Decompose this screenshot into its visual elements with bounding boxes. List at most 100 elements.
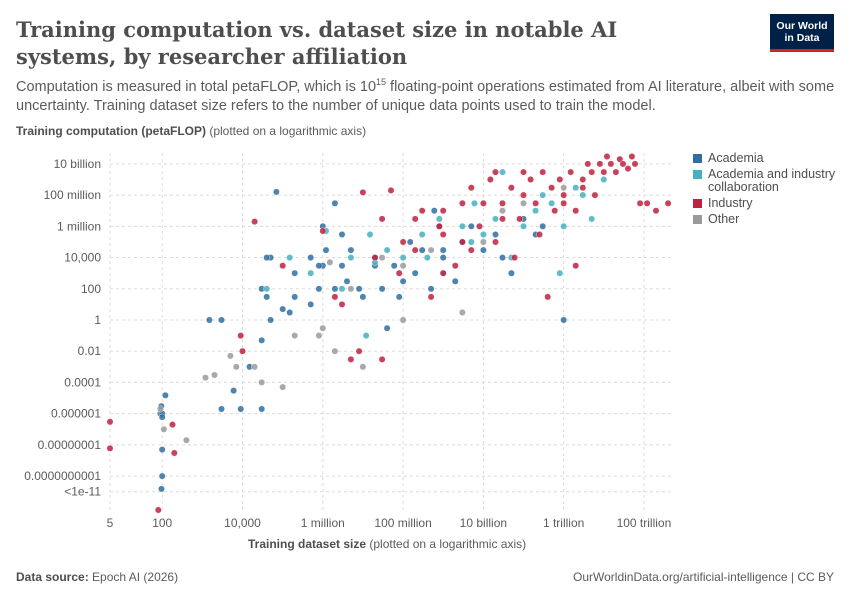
data-point[interactable] <box>359 188 367 196</box>
data-point[interactable] <box>435 222 443 230</box>
data-point[interactable] <box>211 371 218 379</box>
data-point[interactable] <box>343 277 351 285</box>
data-point[interactable] <box>218 405 225 413</box>
data-point[interactable] <box>359 293 367 301</box>
data-point[interactable] <box>205 316 213 324</box>
data-point[interactable] <box>232 363 240 371</box>
data-point[interactable] <box>499 199 506 207</box>
data-point[interactable] <box>158 472 166 480</box>
data-point[interactable] <box>326 258 334 266</box>
data-point[interactable] <box>279 305 287 313</box>
data-point[interactable] <box>279 383 287 391</box>
data-point[interactable] <box>486 176 494 183</box>
data-point[interactable] <box>307 269 315 277</box>
data-point[interactable] <box>362 332 370 339</box>
data-point[interactable] <box>631 160 639 168</box>
data-point[interactable] <box>536 231 543 238</box>
data-point[interactable] <box>263 285 271 293</box>
data-point[interactable] <box>395 293 403 301</box>
data-point[interactable] <box>600 168 608 176</box>
data-point[interactable] <box>383 324 391 332</box>
data-point[interactable] <box>492 231 499 238</box>
data-point[interactable] <box>383 246 391 254</box>
data-point[interactable] <box>556 269 564 277</box>
legend-item-collaboration[interactable]: Academia and industry collaboration <box>693 168 843 194</box>
data-point[interactable] <box>399 254 407 262</box>
data-point[interactable] <box>643 199 651 207</box>
data-point[interactable] <box>378 285 386 293</box>
data-point[interactable] <box>479 238 487 246</box>
data-point[interactable] <box>492 168 499 176</box>
data-point[interactable] <box>612 168 620 176</box>
data-point[interactable] <box>579 191 587 199</box>
data-point[interactable] <box>427 285 435 293</box>
data-point[interactable] <box>156 405 164 413</box>
data-point[interactable] <box>516 215 523 223</box>
data-point[interactable] <box>560 316 568 324</box>
data-point[interactable] <box>226 352 234 360</box>
data-point[interactable] <box>230 387 238 394</box>
data-point[interactable] <box>307 254 315 262</box>
data-point[interactable] <box>572 207 580 215</box>
data-point[interactable] <box>347 246 355 254</box>
data-point[interactable] <box>366 231 374 238</box>
data-point[interactable] <box>378 355 386 363</box>
data-point[interactable] <box>158 413 166 421</box>
data-point[interactable] <box>584 160 592 168</box>
data-point[interactable] <box>527 176 534 183</box>
data-point[interactable] <box>499 254 506 262</box>
data-point[interactable] <box>532 199 539 207</box>
data-point[interactable] <box>588 215 596 223</box>
data-point[interactable] <box>307 300 315 308</box>
data-point[interactable] <box>315 285 323 293</box>
data-point[interactable] <box>161 391 169 399</box>
data-point[interactable] <box>395 269 403 277</box>
data-point[interactable] <box>430 207 438 215</box>
data-point[interactable] <box>591 191 599 199</box>
data-point[interactable] <box>411 246 419 254</box>
data-point[interactable] <box>286 254 294 262</box>
data-point[interactable] <box>544 293 552 301</box>
data-point[interactable] <box>467 222 475 230</box>
data-point[interactable] <box>579 176 587 183</box>
data-point[interactable] <box>371 254 379 262</box>
data-point[interactable] <box>435 215 443 223</box>
data-point[interactable] <box>619 160 627 168</box>
data-point[interactable] <box>664 199 672 207</box>
data-point[interactable] <box>411 215 419 223</box>
data-point[interactable] <box>572 262 580 270</box>
data-point[interactable] <box>551 207 559 215</box>
data-point[interactable] <box>239 347 246 355</box>
data-point[interactable] <box>279 262 287 270</box>
data-point[interactable] <box>347 355 355 363</box>
data-point[interactable] <box>338 285 346 293</box>
data-point[interactable] <box>560 184 568 192</box>
data-point[interactable] <box>479 199 487 207</box>
data-point[interactable] <box>291 332 299 339</box>
data-point[interactable] <box>106 418 114 426</box>
data-point[interactable] <box>406 238 414 246</box>
data-point[interactable] <box>624 165 632 173</box>
data-point[interactable] <box>390 262 398 270</box>
data-point[interactable] <box>399 316 407 324</box>
data-point[interactable] <box>439 254 447 262</box>
data-point[interactable] <box>338 231 346 238</box>
data-point[interactable] <box>458 238 466 246</box>
data-point[interactable] <box>263 254 271 262</box>
data-point[interactable] <box>202 374 209 382</box>
data-point[interactable] <box>331 347 339 355</box>
data-point[interactable] <box>520 222 527 230</box>
data-point[interactable] <box>603 153 611 160</box>
data-point[interactable] <box>492 215 499 223</box>
data-point[interactable] <box>532 207 539 215</box>
data-point[interactable] <box>315 262 323 270</box>
data-point[interactable] <box>492 238 499 246</box>
owid-logo[interactable]: Our World in Data <box>770 14 834 52</box>
data-point[interactable] <box>628 153 636 160</box>
legend-item-industry[interactable]: Industry <box>693 197 843 210</box>
data-point[interactable] <box>479 246 487 254</box>
data-point[interactable] <box>539 168 547 176</box>
data-point[interactable] <box>258 405 266 413</box>
data-point[interactable] <box>331 293 339 301</box>
data-point[interactable] <box>560 199 568 207</box>
